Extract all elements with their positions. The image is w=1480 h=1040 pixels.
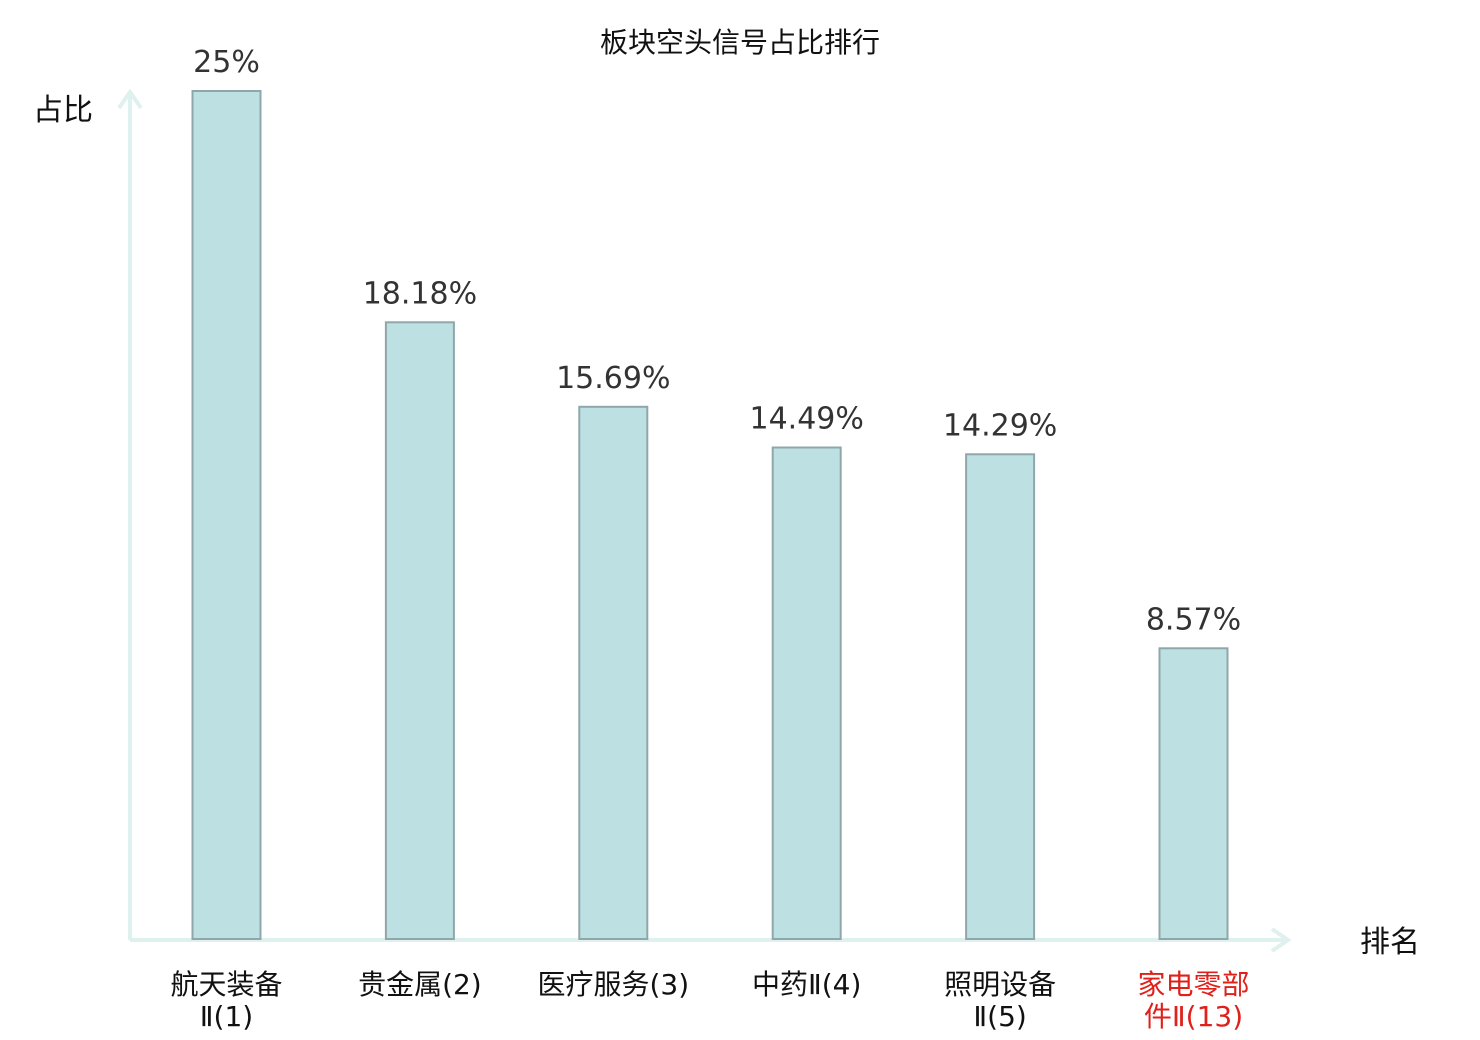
bar-2 [384, 321, 455, 940]
x-axis-label: 排名 [1360, 925, 1420, 960]
y-axis [117, 88, 143, 940]
category-label-line: 件Ⅱ(13) [1144, 1000, 1243, 1033]
value-label-5: 14.29% [943, 408, 1057, 443]
category-label-4: 中药Ⅱ(4) [752, 968, 861, 1001]
category-label-line: 照明设备 [944, 968, 1056, 1001]
bar-5 [965, 453, 1036, 940]
bar-1 [191, 90, 262, 940]
value-label-1: 25% [193, 45, 260, 80]
category-label-6: 家电零部件Ⅱ(13) [1137, 968, 1249, 1033]
category-labels-group: 航天装备 Ⅱ(1) 贵金属(2) 医疗服务(3) 中药Ⅱ(4) 照明设备 Ⅱ(5) 家电零部件… [170, 968, 1249, 1033]
category-label-3: 医疗服务(3) [537, 968, 689, 1001]
value-label-4: 14.49% [750, 402, 864, 437]
category-label-line: 航天装备 [170, 968, 282, 1001]
category-label-5: 照明设备 Ⅱ(5) [944, 968, 1056, 1033]
x-axis [130, 927, 1292, 953]
value-labels-group: 25% 18.18% 15.69% 14.49% 14.29% 8.57% [193, 45, 1241, 637]
value-label-3: 15.69% [556, 361, 670, 396]
value-label-2: 18.18% [363, 276, 477, 311]
bars-group [191, 90, 1229, 940]
category-label-line: 家电零部 [1137, 968, 1249, 1001]
category-label-line: 贵金属(2) [358, 968, 482, 1001]
chart-title: 板块空头信号占比排行 [600, 26, 880, 59]
bar-6 [1158, 647, 1229, 940]
category-label-line: Ⅱ(1) [200, 1000, 253, 1033]
category-label-line: 中药Ⅱ(4) [752, 968, 861, 1001]
category-label-line: 医疗服务(3) [537, 968, 689, 1001]
category-label-1: 航天装备 Ⅱ(1) [170, 968, 282, 1033]
value-label-6: 8.57% [1146, 602, 1241, 637]
category-label-line: Ⅱ(5) [973, 1000, 1026, 1033]
category-label-2: 贵金属(2) [358, 968, 482, 1001]
bar-4 [771, 446, 842, 940]
y-axis-label: 占比 [33, 93, 93, 128]
bar-3 [578, 405, 649, 940]
